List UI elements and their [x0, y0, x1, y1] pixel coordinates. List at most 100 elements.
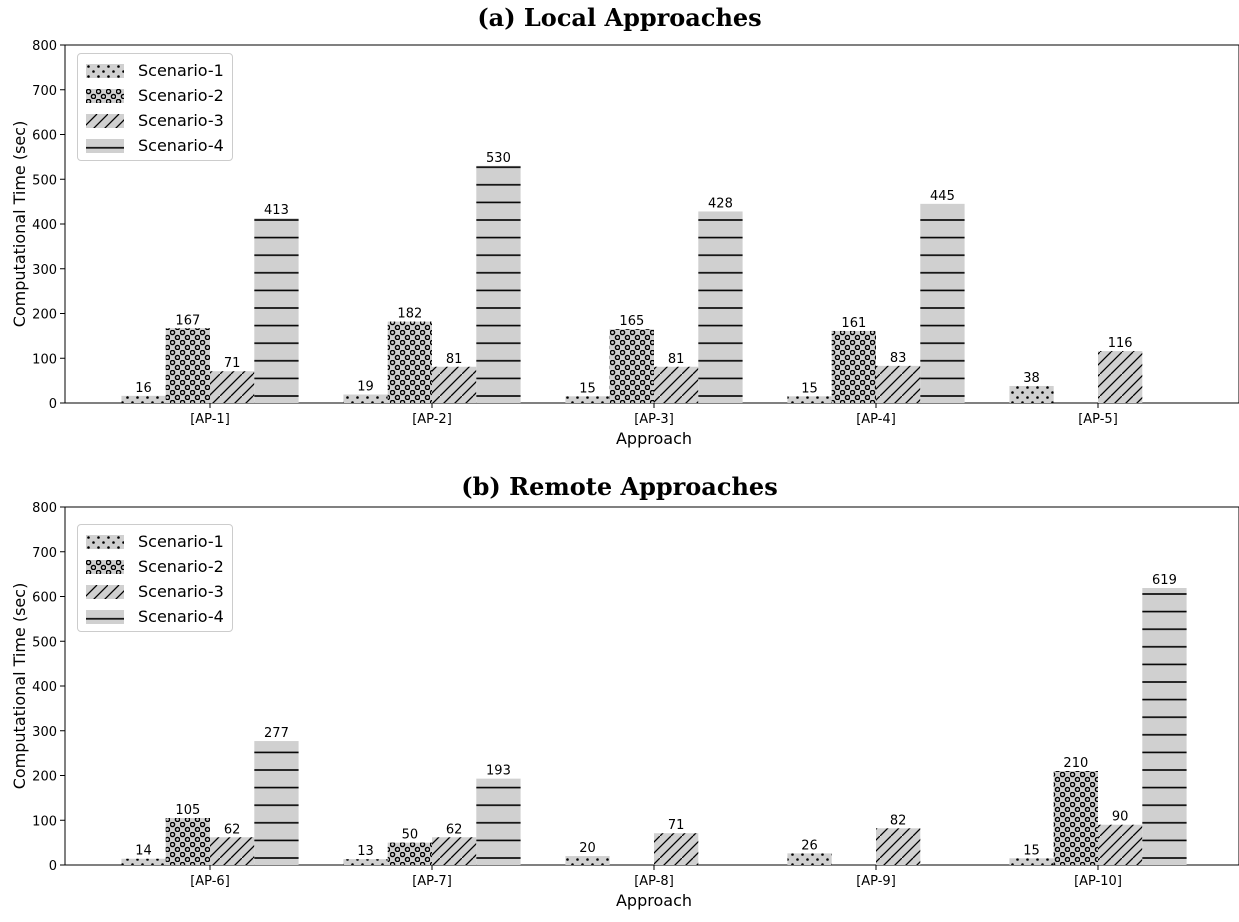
bar-scenario-2 [1053, 771, 1098, 865]
legend-item-scenario-2: Scenario-2 [86, 554, 224, 579]
bar-scenario-1 [565, 856, 610, 865]
y-tick-label: 300 [32, 725, 57, 740]
bar-scenario-1 [121, 395, 166, 403]
bar-value-label: 13 [357, 844, 374, 859]
bar-value-label: 277 [264, 726, 289, 741]
bar-value-label: 20 [579, 841, 596, 856]
bar-value-label: 167 [175, 313, 200, 328]
bar-scenario-3 [876, 828, 921, 865]
bar-value-label: 161 [841, 316, 866, 331]
x-tick-label: [AP-4] [856, 412, 896, 427]
bar-scenario-4 [698, 211, 743, 403]
bar-scenario-2 [165, 328, 210, 403]
bar-scenario-3 [654, 833, 699, 865]
bar-scenario-3 [1098, 824, 1143, 865]
bar-value-label: 19 [357, 379, 374, 394]
bar-scenario-1 [787, 853, 832, 865]
bar-scenario-2 [387, 321, 432, 403]
y-tick-label: 0 [49, 397, 57, 412]
x-tick-label: [AP-2] [412, 412, 452, 427]
x-tick-label: [AP-6] [190, 874, 230, 889]
bar-scenario-2 [387, 842, 432, 865]
legend-item-scenario-2: Scenario-2 [86, 83, 224, 108]
bar-scenario-3 [210, 371, 255, 403]
y-tick-label: 400 [32, 680, 57, 695]
y-tick-label: 0 [49, 859, 57, 874]
bar-scenario-4 [1142, 587, 1187, 865]
y-tick-label: 500 [32, 635, 57, 650]
bar-value-label: 83 [890, 351, 907, 366]
legend-swatch [86, 88, 124, 103]
y-tick-label: 700 [32, 546, 57, 561]
legend-swatch [86, 113, 124, 128]
chart-a-legend: Scenario-1 Scenario-2 Scenario-3 Scenario-4 [77, 53, 233, 161]
x-tick-label: [AP-8] [634, 874, 674, 889]
bar-scenario-1 [1009, 858, 1054, 865]
legend-item-scenario-4: Scenario-4 [86, 604, 224, 629]
chart-b-plot: 0 100 200 300 400 500 600 700 800 Computational T… [10, 501, 1239, 910]
legend-item-scenario-3: Scenario-3 [86, 108, 224, 133]
bar-scenario-1 [343, 394, 388, 403]
bar-value-label: 71 [668, 818, 685, 833]
bar-value-label: 50 [402, 828, 419, 843]
bar-scenario-3 [654, 366, 699, 403]
legend-swatch [86, 63, 124, 78]
legend-label: Scenario-1 [138, 532, 224, 551]
legend-swatch [86, 584, 124, 599]
bar-value-label: 38 [1023, 371, 1040, 386]
legend-item-scenario-1: Scenario-1 [86, 529, 224, 554]
y-tick-label: 100 [32, 352, 57, 367]
legend-swatch [86, 559, 124, 574]
bar-value-label: 82 [890, 813, 907, 828]
bar-value-label: 619 [1152, 573, 1177, 588]
bar-value-label: 210 [1063, 756, 1088, 771]
chart-b-legend: Scenario-1 Scenario-2 Scenario-3 Scenario-4 [77, 524, 233, 632]
legend-item-scenario-4: Scenario-4 [86, 133, 224, 158]
bar-scenario-1 [787, 396, 832, 403]
x-tick-label: [AP-1] [190, 412, 230, 427]
bar-scenario-1 [1009, 385, 1054, 403]
y-axis-label: Computational Time (sec) [10, 583, 29, 790]
bar-value-label: 14 [135, 844, 152, 859]
bar-value-label: 15 [801, 381, 818, 396]
bar-value-label: 165 [619, 314, 644, 329]
bar-value-label: 116 [1108, 336, 1133, 351]
y-tick-label: 800 [32, 39, 57, 54]
bar-scenario-1 [343, 859, 388, 865]
bar-scenario-1 [121, 858, 166, 865]
legend-item-scenario-3: Scenario-3 [86, 579, 224, 604]
y-tick-label: 700 [32, 84, 57, 99]
legend-label: Scenario-4 [138, 136, 224, 155]
x-tick-label: [AP-7] [412, 874, 452, 889]
y-tick-label: 800 [32, 501, 57, 516]
legend-label: Scenario-3 [138, 111, 224, 130]
bar-value-label: 15 [579, 381, 596, 396]
bar-value-label: 16 [135, 381, 152, 396]
legend-label: Scenario-1 [138, 61, 224, 80]
y-tick-label: 600 [32, 591, 57, 606]
bar-value-label: 81 [446, 352, 463, 367]
panel-b-title: (b) Remote Approaches [461, 472, 778, 501]
legend-label: Scenario-3 [138, 582, 224, 601]
y-tick-label: 400 [32, 218, 57, 233]
x-axis-label: Approach [616, 891, 692, 910]
legend-label: Scenario-4 [138, 607, 224, 626]
bar-scenario-4 [476, 165, 521, 403]
y-tick-label: 200 [32, 308, 57, 323]
bar-value-label: 105 [175, 803, 200, 818]
bar-value-label: 428 [708, 196, 733, 211]
bar-value-label: 445 [930, 189, 955, 204]
bar-value-label: 413 [264, 203, 289, 218]
y-tick-label: 600 [32, 129, 57, 144]
bar-value-label: 182 [397, 307, 422, 322]
legend-label: Scenario-2 [138, 86, 224, 105]
bar-value-label: 530 [486, 151, 511, 166]
bar-scenario-4 [254, 218, 299, 403]
bar-value-label: 62 [224, 822, 241, 837]
legend-label: Scenario-2 [138, 557, 224, 576]
bar-scenario-2 [165, 818, 210, 865]
legend-swatch [86, 534, 124, 549]
chart-a-plot: 0 100 200 300 400 500 600 700 800 Computational T… [10, 39, 1239, 448]
bar-scenario-4 [920, 203, 965, 403]
legend-item-scenario-1: Scenario-1 [86, 58, 224, 83]
